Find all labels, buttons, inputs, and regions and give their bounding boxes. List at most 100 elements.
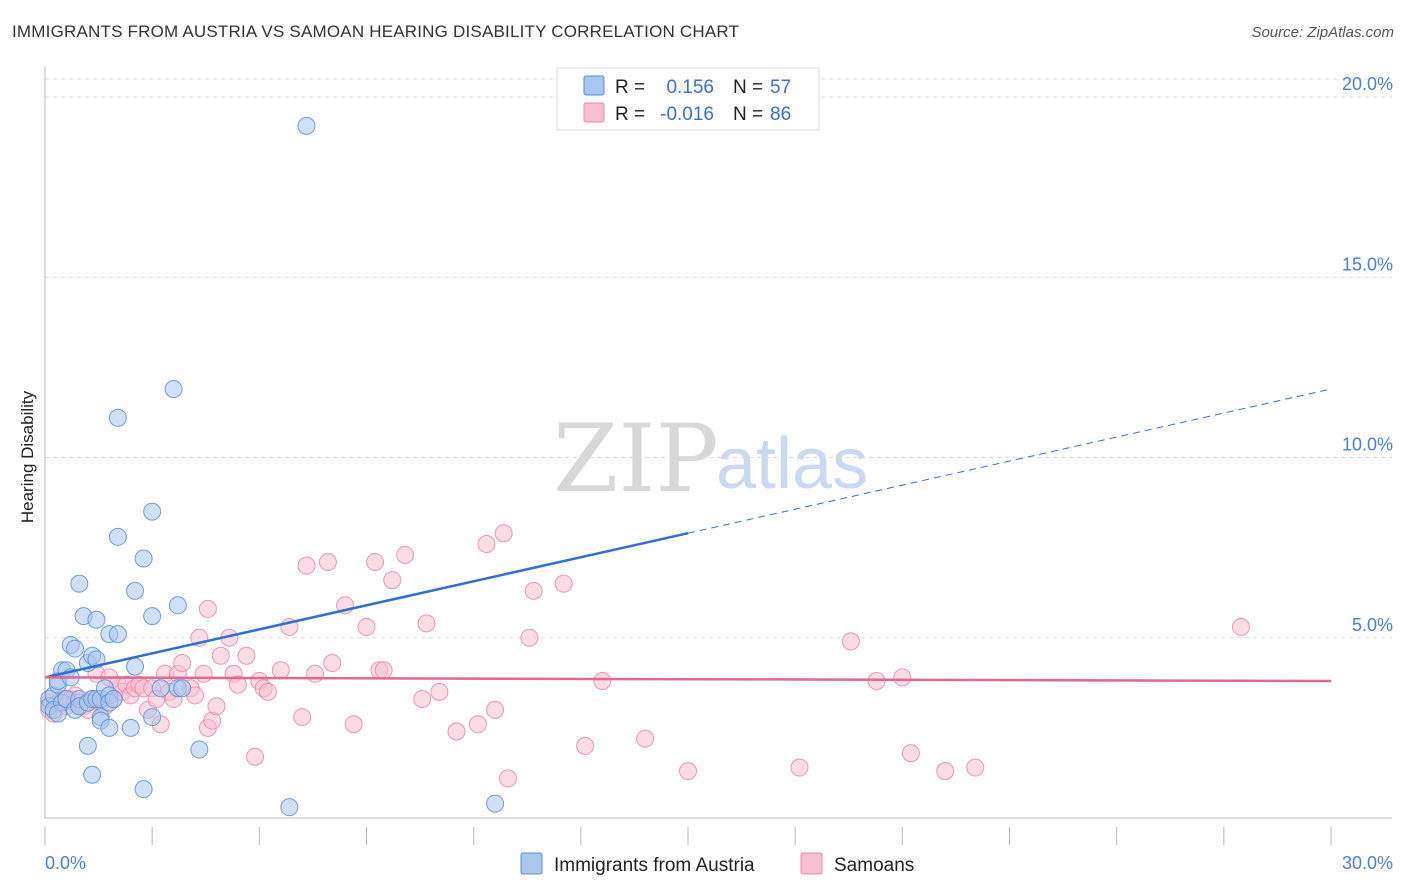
samoan-point [194, 664, 213, 683]
austria-point [104, 690, 123, 709]
samoan-point [593, 672, 612, 691]
samoan-point [271, 661, 290, 680]
samoan-point [293, 708, 312, 727]
samoan-r-value: -0.016 [660, 104, 714, 125]
samoan-point [520, 628, 539, 647]
samoan-point [366, 553, 385, 572]
austria-point [164, 380, 183, 399]
austria-point [100, 718, 119, 737]
samoan-point [447, 722, 466, 741]
austria-points [40, 116, 505, 817]
samoan-point [576, 736, 595, 755]
stats-legend: R = 0.156 N = 57 R = -0.016 N = 86 [556, 67, 820, 131]
samoan-trend-line [44, 676, 1332, 683]
samoan-point [383, 571, 402, 590]
austria-n-value: 57 [770, 77, 791, 98]
austria-point [70, 574, 89, 593]
austria-point [486, 794, 505, 813]
y-tick-label-0: 5.0% [1352, 615, 1393, 635]
samoan-point [318, 553, 337, 572]
austria-point [121, 718, 140, 737]
samoan-point [211, 646, 230, 665]
watermark-atlas: atlas [716, 424, 868, 504]
austria-point [126, 657, 145, 676]
samoan-point [477, 535, 496, 554]
samoan-point [1231, 617, 1250, 636]
samoan-point [936, 762, 955, 781]
samoan-point [417, 614, 436, 633]
austria-point [190, 740, 209, 759]
austria-r-label: R = [615, 77, 645, 98]
austria-point [134, 780, 153, 799]
austria-point [143, 708, 162, 727]
source-label: Source: ZipAtlas.com [1251, 24, 1394, 41]
samoan-point [173, 653, 192, 672]
samoan-point [237, 646, 256, 665]
austria-point [143, 607, 162, 626]
trend-lines [44, 388, 1332, 683]
samoan-point [413, 690, 432, 709]
y-axis-title: Hearing Disability [18, 390, 37, 523]
samoan-swatch [583, 102, 605, 123]
samoan-r-label: R = [615, 104, 645, 125]
samoan-point [494, 524, 513, 543]
samoan-point [228, 675, 247, 694]
samoan-point [246, 747, 265, 766]
legend-austria-label: Immigrants from Austria [554, 855, 755, 876]
gridlines [45, 78, 1392, 639]
samoan-point [306, 664, 325, 683]
samoan-point [679, 762, 697, 781]
austria-point [297, 116, 316, 135]
legend-samoan-swatch [800, 852, 823, 875]
x-axis-ticks [44, 827, 1332, 845]
samoan-point [841, 632, 860, 651]
samoan-point [323, 653, 342, 672]
samoan-point [357, 617, 376, 636]
austria-point [48, 704, 67, 723]
austria-point [87, 650, 106, 669]
samoan-points [40, 524, 1250, 788]
y-tick-label-3: 20.0% [1342, 74, 1393, 94]
samoan-point [901, 744, 920, 763]
legend-samoan-label: Samoans [834, 855, 914, 876]
y-tick-labels: 5.0% 10.0% 15.0% 20.0% [1342, 74, 1393, 635]
austria-point [108, 527, 127, 546]
x-tick-label-min: 0.0% [45, 853, 86, 873]
austria-trend-extension [687, 388, 1332, 534]
austria-point [108, 625, 127, 644]
samoan-point [468, 715, 487, 734]
samoan-point [297, 556, 316, 575]
samoan-point [207, 697, 226, 716]
watermark-zip: ZIP [553, 405, 719, 514]
austria-n-label: N = [733, 77, 763, 98]
samoan-point [867, 672, 886, 691]
samoan-point [374, 661, 393, 680]
austria-point [173, 679, 192, 698]
samoan-point [396, 545, 415, 564]
samoan-n-label: N = [733, 104, 763, 125]
samoan-point [893, 668, 912, 687]
y-tick-label-2: 15.0% [1342, 254, 1393, 274]
samoan-point [524, 581, 543, 600]
samoan-point [198, 599, 217, 618]
samoan-point [790, 758, 809, 777]
austria-point [83, 765, 102, 784]
austria-point [78, 736, 97, 755]
x-tick-label-max: 30.0% [1342, 853, 1393, 873]
austria-point [168, 596, 187, 615]
samoan-point [636, 729, 655, 748]
austria-point [151, 679, 170, 698]
samoan-point [498, 769, 517, 788]
austria-point [134, 549, 153, 568]
austria-point [143, 502, 162, 521]
samoan-point [486, 700, 505, 719]
y-tick-label-1: 10.0% [1342, 435, 1393, 455]
austria-point [108, 408, 127, 427]
series-legend: Immigrants from Austria Samoans [520, 852, 914, 876]
samoan-n-value: 86 [770, 104, 791, 125]
austria-r-value: 0.156 [666, 77, 714, 98]
samoan-point [430, 682, 449, 701]
austria-point [66, 639, 85, 658]
legend-austria-swatch [520, 852, 543, 875]
